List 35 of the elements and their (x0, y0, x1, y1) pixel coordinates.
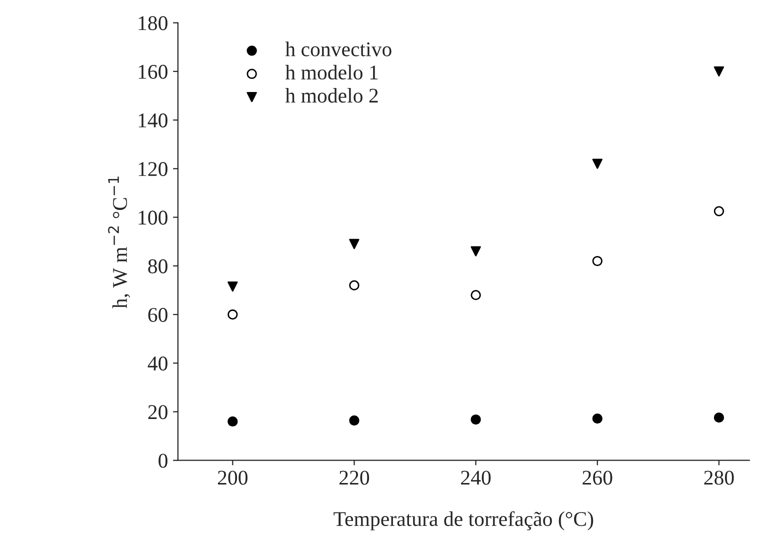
point (349, 238, 360, 250)
y-tick-label: 100 (138, 210, 168, 225)
point (228, 281, 238, 292)
point (592, 413, 602, 424)
legend-label: h convectivo (285, 42, 392, 56)
y-tick-label: 20 (148, 405, 168, 420)
y-tick-label: 40 (148, 356, 168, 371)
point (349, 415, 360, 426)
x-tick-label: 220 (340, 470, 370, 485)
point (349, 280, 360, 290)
x-tick-label: 200 (218, 470, 248, 485)
point (228, 309, 238, 320)
x-tick-label: 280 (704, 470, 734, 485)
y-tick-label: 160 (138, 64, 168, 79)
y-tick-label: 180 (138, 16, 168, 30)
point (470, 414, 481, 425)
point (592, 158, 602, 169)
legend-label: h modelo 1 (285, 64, 378, 80)
legend-label: h modelo 2 (285, 88, 378, 103)
point (470, 290, 481, 300)
point (228, 416, 238, 427)
y-tick-label: 60 (148, 308, 168, 322)
point (714, 206, 724, 216)
y-tick-label: 80 (148, 259, 168, 274)
y-tick-label: 140 (138, 113, 168, 128)
point (714, 66, 724, 76)
x-tick-label: 260 (582, 470, 612, 485)
point (470, 246, 481, 256)
x-axis-title: Temperatura de torrefação (°C) (334, 511, 594, 530)
point (714, 412, 724, 423)
y-axis-title: h, W m$^{−2}$ °C$^{−1}$ (108, 176, 130, 308)
y-tick-label: 0 (158, 454, 168, 468)
y-tick-label: 120 (138, 162, 168, 176)
point (592, 256, 602, 266)
x-tick-label: 240 (461, 470, 491, 485)
